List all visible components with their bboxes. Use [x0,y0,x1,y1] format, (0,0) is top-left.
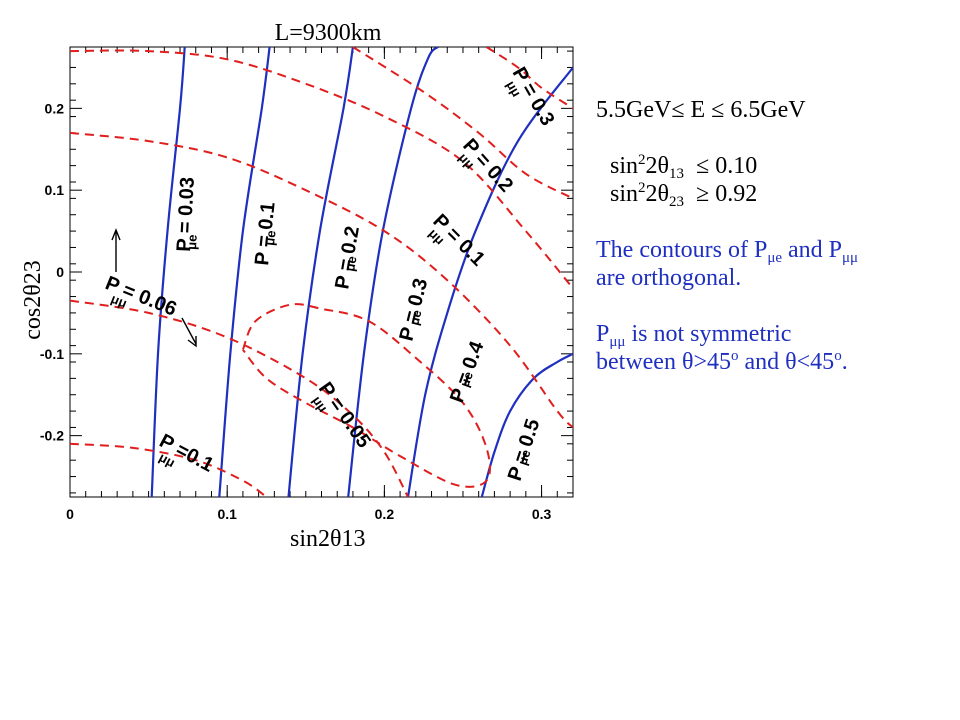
curve-labels: P = 0.03 μe P = 0.1 μe P = 0.2 μe P = 0.… [102,64,558,484]
label-pmumu-006-sub: μμ [109,291,129,311]
y-tick-label: 0 [56,264,64,280]
annotation-arrows [111,228,197,348]
p-mue-contour-1 [218,47,271,497]
p-mumu-contour-9 [70,131,573,429]
arrow-down-head [187,336,197,348]
y-tick-label: -0.2 [40,428,64,444]
symmetry-note-line2: between θ>45o and θ<45o. [596,348,848,376]
plot-title: L=9300km [275,20,382,46]
x-tick-label: 0 [66,506,74,522]
p-mumu-contour-8 [70,49,573,290]
p-mue-contour-3 [347,47,439,497]
y-tick-label: 0.1 [45,182,65,198]
y-tick-label: -0.1 [40,346,64,362]
label-pmue-01-sub: μe [262,230,279,247]
label-pmue-05-sub: μe [515,448,534,467]
label-pmue-02-sub: μe [342,255,359,273]
contour-curves [70,47,573,497]
label-pmue-04-sub: μe [457,370,476,389]
notes-panel: 5.5GeV≤ E ≤ 6.5GeV sin22θ13 ≤ 0.10 sin22… [596,96,956,376]
theta23-constraint: sin22θ23 ≥ 0.92 [610,180,758,210]
axis-ticks: 0 0.1 0.2 0.3 0.2 0.1 0 -0.1 -0.2 [40,47,574,522]
label-pmumu-005: P = 0.05 [314,378,375,452]
y-tick-label: 0.2 [45,100,65,116]
label-pmue-03-sub: μe [406,308,424,326]
label-pmumu-005-sub: μμ [310,393,331,415]
label-pmue-003-sub: μe [184,234,200,250]
p-mue-contour-0 [150,47,186,497]
contour-note-line2: are orthogonal. [596,265,742,291]
x-tick-label: 0.1 [217,506,237,522]
symmetry-note-line1: Pμμ is not symmetric [596,321,792,350]
arrow-up-head [111,228,121,241]
plot-frame [69,46,574,498]
p-mue-contour-5 [480,352,573,497]
p-mue-contour-4 [406,66,573,497]
x-tick-label: 0.2 [375,506,395,522]
p-mumu-contour-11 [70,299,409,497]
p-mumu-contour-10 [241,303,491,488]
p-mue-contour-2 [287,47,354,497]
label-pmumu-03-sub: μμ [503,78,524,99]
y-axis-title: cos2θ23 [20,260,46,340]
label-pmumu-01-lower-sub: μμ [157,449,178,470]
label-pmue-003: P = 0.03 [173,177,199,253]
p-mumu-contour-6 [485,47,573,110]
x-axis-title: sin2θ13 [290,526,366,552]
x-tick-label: 0.3 [532,506,552,522]
arrow-down [181,317,197,345]
p-mumu-contour-12 [70,442,268,497]
contour-note-line1: The contours of Pμe and Pμμ [596,237,859,266]
energy-range: 5.5GeV≤ E ≤ 6.5GeV [596,97,806,123]
p-mumu-contour-7 [352,47,573,200]
theta13-constraint: sin22θ13 ≤ 0.10 [610,152,758,182]
